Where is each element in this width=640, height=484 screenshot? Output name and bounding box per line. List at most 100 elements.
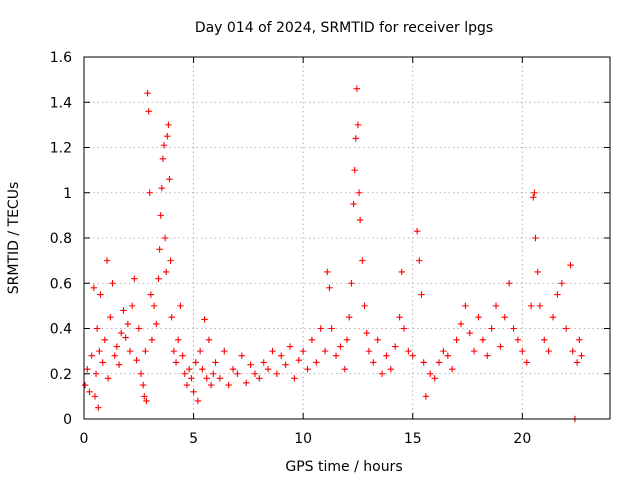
data-point <box>532 234 539 242</box>
data-point <box>291 375 298 382</box>
data-point <box>420 359 427 366</box>
data-point <box>488 325 495 332</box>
data-point <box>205 336 213 344</box>
data-point <box>177 302 184 310</box>
data-point <box>497 343 504 350</box>
data-point <box>107 313 114 321</box>
data-point <box>167 257 174 264</box>
x-tick-label: 10 <box>294 431 312 447</box>
data-point <box>304 366 311 373</box>
data-point <box>501 313 508 321</box>
data-point <box>264 366 272 373</box>
data-point <box>348 280 355 287</box>
data-point <box>567 261 574 269</box>
data-point <box>247 361 254 368</box>
data-point <box>286 343 294 350</box>
data-point <box>86 388 93 396</box>
data-point <box>273 370 281 377</box>
data-point <box>183 381 191 389</box>
data-point <box>145 108 152 115</box>
data-point <box>120 307 127 314</box>
data-point <box>181 370 189 377</box>
data-point <box>396 313 403 321</box>
y-tick-label: 1.2 <box>50 141 72 157</box>
data-points <box>81 85 585 423</box>
data-point <box>365 347 373 355</box>
data-point <box>355 189 363 196</box>
data-point <box>534 268 541 276</box>
data-point <box>186 366 193 373</box>
data-point <box>514 336 522 344</box>
data-point <box>158 185 166 192</box>
y-tick-label: 1.6 <box>50 50 72 66</box>
data-point <box>354 121 362 129</box>
data-point <box>199 366 206 373</box>
y-tick-label: 0.4 <box>50 322 72 338</box>
data-point <box>416 257 423 264</box>
data-point <box>210 370 217 377</box>
data-point <box>549 313 557 321</box>
data-point <box>225 381 232 389</box>
data-point <box>153 320 160 328</box>
data-point <box>299 347 307 355</box>
data-point <box>131 275 138 282</box>
data-point <box>150 302 158 310</box>
data-point <box>148 336 156 344</box>
data-point <box>351 166 358 174</box>
data-point <box>118 329 125 337</box>
data-point <box>192 359 199 366</box>
data-point <box>229 366 237 373</box>
data-point <box>242 379 250 386</box>
x-axis-title: GPS time / hours <box>285 459 402 475</box>
x-tick-label: 5 <box>189 431 198 447</box>
data-point <box>221 347 228 355</box>
data-point <box>103 257 111 264</box>
data-point <box>545 347 552 355</box>
data-point <box>109 280 116 287</box>
data-point <box>352 135 359 142</box>
y-tick-label: 1 <box>63 186 72 202</box>
data-point <box>470 347 478 355</box>
data-point <box>137 370 145 377</box>
data-point <box>295 356 302 364</box>
x-tick-label: 15 <box>404 431 422 447</box>
y-axis-title: SRMTID / TECUs <box>6 182 22 295</box>
data-point <box>462 302 469 310</box>
y-tick-label: 0.6 <box>50 276 72 292</box>
data-point <box>113 343 121 350</box>
data-point <box>144 90 151 97</box>
data-point <box>139 381 147 389</box>
data-point <box>190 388 197 396</box>
data-point <box>341 366 349 373</box>
data-point <box>179 352 186 359</box>
data-point <box>523 359 530 366</box>
data-point <box>453 336 460 344</box>
data-point <box>216 375 224 382</box>
data-point <box>361 302 368 310</box>
data-point <box>172 359 180 366</box>
y-tick-label: 0.8 <box>50 231 72 247</box>
data-point <box>156 246 163 253</box>
data-point <box>141 393 148 400</box>
data-point <box>405 347 412 355</box>
data-point <box>256 375 263 382</box>
data-point <box>168 313 175 321</box>
data-point <box>350 200 357 208</box>
x-tick-label: 20 <box>513 431 531 447</box>
data-point <box>484 352 491 359</box>
data-point <box>343 336 351 344</box>
data-point <box>260 359 267 366</box>
data-point <box>562 325 570 332</box>
data-point <box>212 359 219 366</box>
data-point <box>359 257 366 264</box>
data-point <box>162 268 170 276</box>
data-point <box>392 343 399 350</box>
data-point <box>324 268 331 276</box>
data-point <box>383 352 390 359</box>
data-point <box>558 280 565 287</box>
y-tick-label: 0.2 <box>50 367 72 383</box>
data-point <box>164 132 171 140</box>
data-point <box>95 404 102 411</box>
